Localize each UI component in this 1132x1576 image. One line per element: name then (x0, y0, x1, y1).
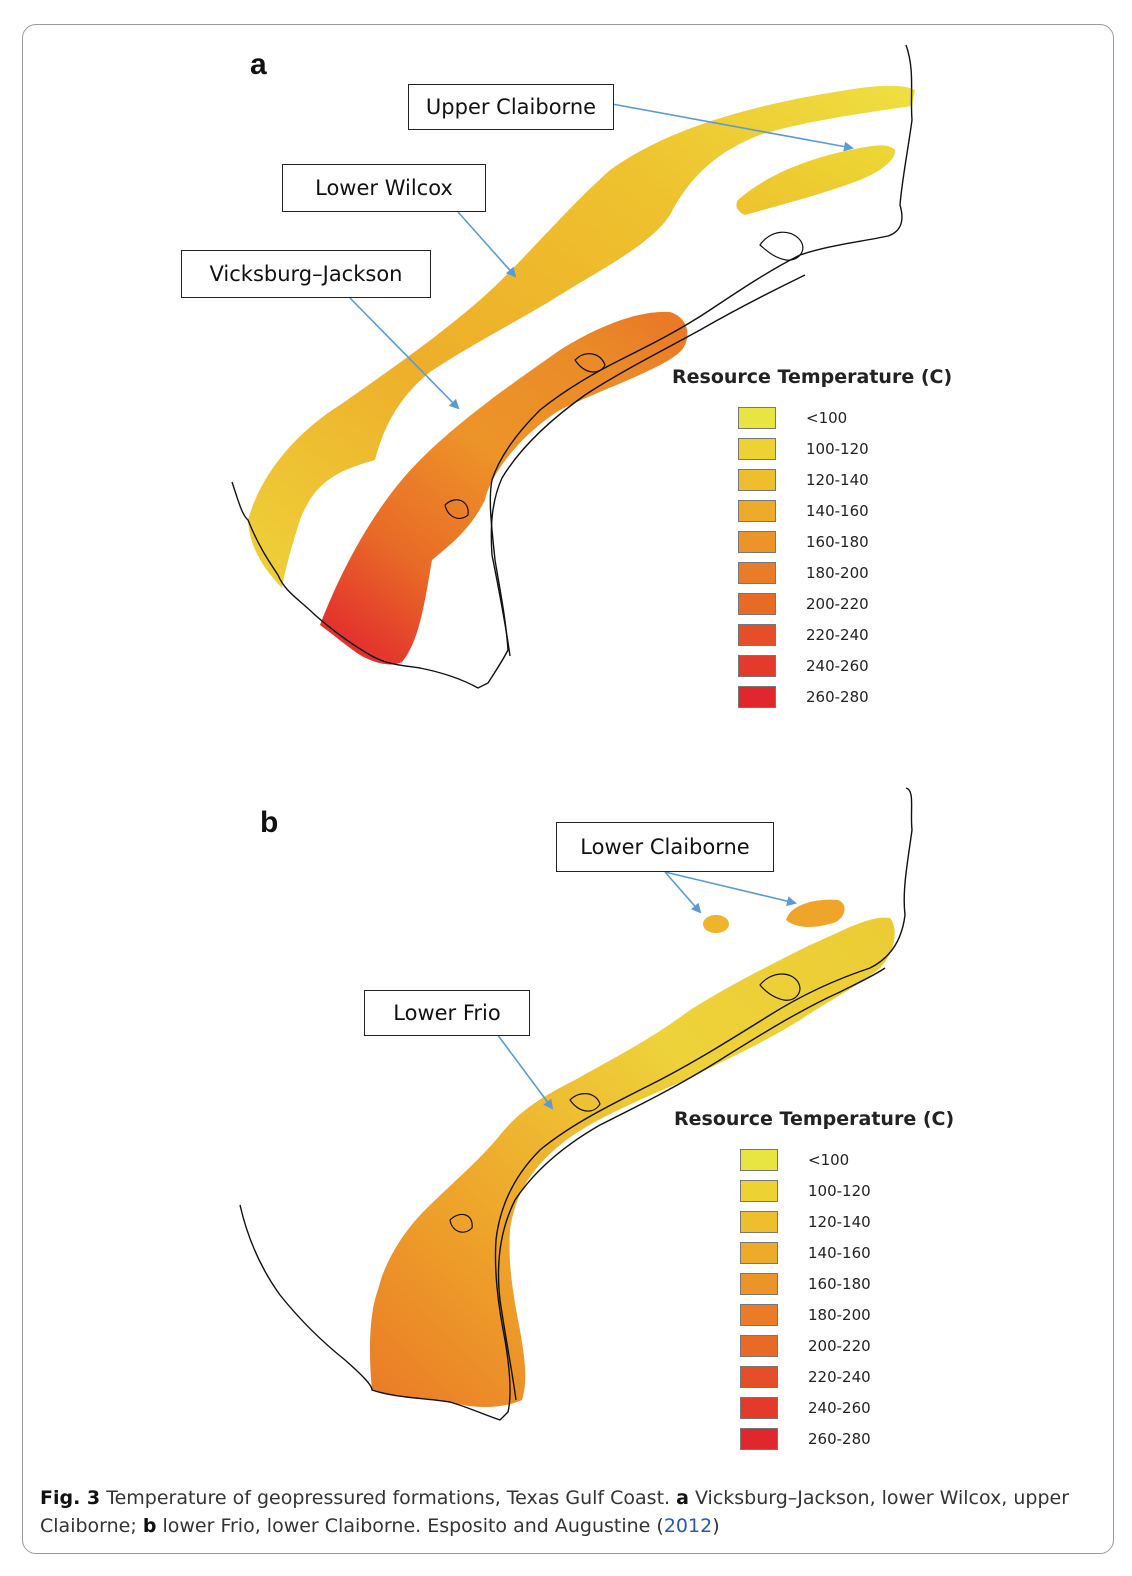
figure-label: Fig. 3 (40, 1487, 101, 1509)
legend-label: 120-140 (808, 1212, 871, 1231)
caption-text-4: ) (712, 1515, 720, 1537)
legend-swatch (738, 561, 776, 584)
legend-label: 100-120 (808, 1181, 871, 1200)
lower-claiborne-region-2 (786, 899, 845, 927)
legend-entry: 100-120 (674, 1175, 954, 1206)
legend-rows: <100 100-120 120-140 140-160 160-180 180-200 2… (672, 402, 952, 712)
legend-swatch (738, 592, 776, 615)
caption-text-1: Temperature of geopressured formations, … (100, 1487, 677, 1509)
legend-label: 260-280 (808, 1429, 871, 1448)
legend-label: 220-240 (808, 1367, 871, 1386)
legend-label: 240-260 (808, 1398, 871, 1417)
caption-b-letter: b (142, 1515, 157, 1537)
legend-panel-a: Resource Temperature (C) <100 100-120 120-… (672, 366, 952, 712)
legend-entry: 120-140 (672, 464, 952, 495)
caption-text-2: Vicksburg–Jackson, lower Wilcox, upper C… (40, 1487, 1070, 1537)
legend-entry: 220-240 (672, 619, 952, 650)
callout-lower-claiborne: Lower Claiborne (556, 822, 774, 872)
legend-entry: 180-200 (674, 1299, 954, 1330)
legend-rows: <100 100-120 120-140 140-160 160-180 180-200 2… (674, 1144, 954, 1454)
legend-swatch (738, 623, 776, 646)
legend-swatch (738, 406, 776, 429)
legend-entry: 100-120 (672, 433, 952, 464)
legend-label: 180-200 (806, 563, 869, 582)
legend-entry: 200-220 (674, 1330, 954, 1361)
legend-label: 240-260 (806, 656, 869, 675)
legend-swatch (740, 1365, 778, 1388)
legend-entry: 260-280 (672, 681, 952, 712)
legend-label: 180-200 (808, 1305, 871, 1324)
callout-upper-claiborne: Upper Claiborne (408, 84, 614, 130)
legend-entry: 180-200 (672, 557, 952, 588)
callout-lower-frio: Lower Frio (364, 990, 530, 1036)
figure-frame (22, 24, 1114, 1554)
legend-swatch (740, 1179, 778, 1202)
legend-title: Resource Temperature (C) (674, 1108, 955, 1130)
legend-entry: 140-160 (674, 1237, 954, 1268)
legend-swatch (740, 1272, 778, 1295)
legend-entry: <100 (672, 402, 952, 433)
legend-swatch (738, 685, 776, 708)
legend-swatch (740, 1210, 778, 1233)
legend-label: <100 (808, 1150, 850, 1169)
legend-swatch (738, 468, 776, 491)
citation-year-link[interactable]: 2012 (663, 1515, 713, 1537)
caption-a-letter: a (676, 1487, 689, 1509)
coastline-b (239, 787, 913, 1421)
legend-label: 100-120 (806, 439, 869, 458)
legend-label: 200-220 (808, 1336, 871, 1355)
callout-lower-wilcox: Lower Wilcox (282, 164, 486, 212)
bay-outline-a (444, 231, 804, 519)
panel-b-arrows (496, 871, 797, 1110)
callout-vicksburg-jackson: Vicksburg–Jackson (181, 250, 431, 298)
legend-label: 160-180 (806, 532, 869, 551)
figure-caption: Fig. 3 Temperature of geopressured forma… (40, 1484, 1090, 1540)
bay-outline-b (449, 973, 801, 1233)
legend-swatch (738, 499, 776, 522)
legend-swatch (740, 1396, 778, 1419)
panel-b-map (239, 787, 913, 1421)
legend-entry: 120-140 (674, 1206, 954, 1237)
legend-entry: 240-260 (672, 650, 952, 681)
legend-panel-b: Resource Temperature (C) <100 100-120 120-… (674, 1108, 954, 1454)
panel-a-arrows (349, 103, 854, 410)
panel-a-letter: a (250, 48, 267, 81)
legend-label: 140-160 (808, 1243, 871, 1262)
coastline-a-barrier (490, 274, 806, 657)
coastline-b-barrier (497, 967, 886, 1401)
legend-entry: 160-180 (672, 526, 952, 557)
legend-label: 140-160 (806, 501, 869, 520)
legend-entry: 240-260 (674, 1392, 954, 1423)
legend-label: <100 (806, 408, 848, 427)
legend-swatch (738, 437, 776, 460)
legend-entry: 140-160 (672, 495, 952, 526)
panel-a-map (231, 44, 915, 689)
legend-label: 260-280 (806, 687, 869, 706)
legend-swatch (738, 530, 776, 553)
legend-entry: <100 (674, 1144, 954, 1175)
legend-swatch (740, 1148, 778, 1171)
legend-entry: 200-220 (672, 588, 952, 619)
legend-label: 200-220 (806, 594, 869, 613)
legend-label: 120-140 (806, 470, 869, 489)
legend-entry: 260-280 (674, 1423, 954, 1454)
legend-entry: 220-240 (674, 1361, 954, 1392)
legend-swatch (740, 1427, 778, 1450)
legend-label: 220-240 (806, 625, 869, 644)
legend-swatch (740, 1334, 778, 1357)
legend-label: 160-180 (808, 1274, 871, 1293)
legend-title: Resource Temperature (C) (672, 366, 953, 388)
panel-b-letter: b (260, 806, 279, 839)
legend-swatch (740, 1241, 778, 1264)
coastline-a (231, 44, 913, 689)
legend-swatch (738, 654, 776, 677)
legend-entry: 160-180 (674, 1268, 954, 1299)
vicksburg-jackson-region (320, 311, 688, 665)
lower-claiborne-region-1 (703, 915, 729, 933)
caption-text-3: lower Frio, lower Claiborne. Esposito an… (156, 1515, 664, 1537)
upper-claiborne-region (736, 145, 896, 215)
lower-frio-region (370, 917, 895, 1407)
legend-swatch (740, 1303, 778, 1326)
